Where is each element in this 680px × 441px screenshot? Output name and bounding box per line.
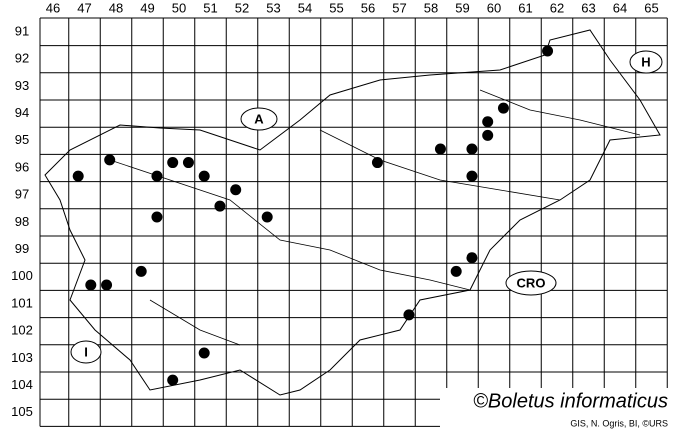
row-label: 92 bbox=[15, 51, 29, 66]
column-label: 57 bbox=[392, 0, 406, 15]
row-label: 104 bbox=[11, 377, 33, 392]
row-label: 94 bbox=[15, 105, 29, 120]
country-label-text: A bbox=[254, 111, 264, 126]
country-label-text: I bbox=[84, 344, 88, 359]
column-label: 49 bbox=[140, 0, 154, 15]
credit-box bbox=[440, 388, 676, 434]
occurrence-point bbox=[434, 143, 446, 155]
row-label: 98 bbox=[15, 214, 29, 229]
row-label: 95 bbox=[15, 132, 29, 147]
occurrence-point bbox=[167, 374, 179, 386]
column-label: 61 bbox=[518, 0, 532, 15]
column-label: 60 bbox=[487, 0, 501, 15]
occurrence-point bbox=[72, 170, 84, 182]
occurrence-point bbox=[450, 265, 462, 277]
occurrence-point bbox=[151, 170, 163, 182]
column-label: 63 bbox=[581, 0, 595, 15]
occurrence-point bbox=[403, 309, 415, 321]
row-label: 102 bbox=[11, 323, 33, 338]
river bbox=[109, 89, 641, 346]
occurrence-point bbox=[101, 279, 113, 291]
column-label: 56 bbox=[361, 0, 375, 15]
column-label: 53 bbox=[266, 0, 280, 15]
occurrence-point bbox=[497, 102, 509, 114]
row-label: 103 bbox=[11, 350, 33, 365]
occurrence-point bbox=[151, 211, 163, 223]
row-label: 93 bbox=[15, 78, 29, 93]
occurrence-point bbox=[261, 211, 273, 223]
country-label-text: H bbox=[641, 54, 650, 69]
column-label: 64 bbox=[613, 0, 627, 15]
column-label: 50 bbox=[172, 0, 186, 15]
column-label: 48 bbox=[109, 0, 123, 15]
row-label: 101 bbox=[11, 295, 33, 310]
column-label: 62 bbox=[550, 0, 564, 15]
occurrence-point bbox=[482, 116, 494, 128]
row-label: 96 bbox=[15, 159, 29, 174]
copyright: ©Boletus informaticus bbox=[473, 390, 668, 412]
row-label: 105 bbox=[11, 404, 33, 419]
column-label: 55 bbox=[329, 0, 343, 15]
occurrence-point bbox=[214, 200, 226, 212]
occurrence-point bbox=[182, 157, 194, 169]
occurrence-point bbox=[482, 129, 494, 141]
column-label: 65 bbox=[644, 0, 658, 15]
grid bbox=[39, 17, 668, 427]
occurrence-point bbox=[104, 154, 116, 166]
occurrence-point bbox=[466, 170, 478, 182]
occurrence-point bbox=[542, 45, 554, 57]
row-label: 99 bbox=[15, 241, 29, 256]
column-label: 59 bbox=[455, 0, 469, 15]
occurrence-point bbox=[135, 265, 147, 277]
column-label: 54 bbox=[298, 0, 312, 15]
occurrence-point bbox=[371, 157, 383, 169]
column-label: 46 bbox=[46, 0, 60, 15]
row-label: 97 bbox=[15, 187, 29, 202]
column-label: 52 bbox=[235, 0, 249, 15]
column-label: 47 bbox=[77, 0, 91, 15]
occurrence-point bbox=[230, 184, 242, 196]
occurrence-point bbox=[85, 279, 97, 291]
country-label-text: CRO bbox=[517, 275, 546, 290]
occurrence-point bbox=[198, 347, 210, 359]
row-label: 91 bbox=[15, 23, 29, 38]
occurrence-point bbox=[198, 170, 210, 182]
occurrence-point bbox=[466, 143, 478, 155]
column-label: 51 bbox=[203, 0, 217, 15]
column-label: 58 bbox=[424, 0, 438, 15]
occurrence-point bbox=[167, 157, 179, 169]
row-label: 100 bbox=[11, 268, 33, 283]
occurrence-point bbox=[466, 252, 478, 264]
points bbox=[72, 45, 554, 386]
country-label: A H CRO I bbox=[70, 50, 663, 364]
credit: GIS, N. Ogris, BI, ©URS bbox=[570, 418, 668, 428]
